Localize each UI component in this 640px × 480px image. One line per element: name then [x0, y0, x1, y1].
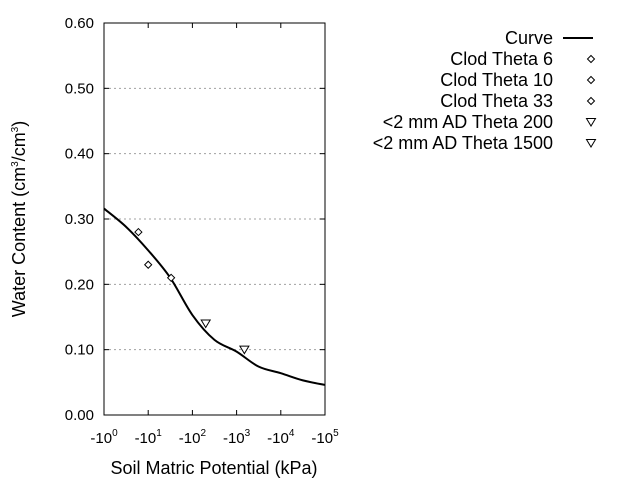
- series: [103, 207, 326, 386]
- x-tick-label: -104: [267, 428, 295, 447]
- legend-label: Curve: [505, 28, 553, 48]
- data-point: [143, 260, 153, 269]
- x-tick-label: -100: [90, 428, 118, 447]
- legend-marker: [585, 139, 597, 148]
- y-tick-label: 0.40: [65, 146, 94, 163]
- legend-marker: [586, 96, 596, 106]
- y-tick-label: 0.60: [65, 15, 94, 32]
- y-tick-label: 0.20: [65, 276, 94, 293]
- legend-label: <2 mm AD Theta 200: [383, 112, 553, 132]
- y-tick-label: 0.30: [65, 211, 94, 228]
- data-point: [200, 319, 212, 329]
- legend-marker: [586, 54, 596, 64]
- gridlines: [104, 87, 325, 351]
- x-axis: -100 -101 -102 -103 -104 -105: [90, 23, 339, 447]
- y-tick-label: 0.00: [65, 407, 94, 424]
- legend-marker: [585, 118, 597, 127]
- data-point: [238, 345, 250, 355]
- x-tick-label: -102: [179, 428, 207, 447]
- legend-label: <2 mm AD Theta 1500: [373, 133, 553, 153]
- legend-label: Clod Theta 6: [450, 49, 553, 69]
- x-tick-label: -105: [311, 428, 339, 447]
- data-point: [134, 227, 143, 237]
- x-tick-label: -103: [223, 428, 251, 447]
- legend-label: Clod Theta 10: [440, 70, 553, 90]
- x-axis-label: Soil Matric Potential (kPa): [110, 458, 317, 478]
- y-tick-label: 0.10: [65, 342, 94, 359]
- y-tick-label: 0.50: [65, 80, 94, 97]
- y-axis: 0.00 0.10 0.20 0.30 0.40 0.50 0.60: [65, 15, 325, 424]
- data-point: [166, 273, 176, 283]
- legend-marker: [586, 75, 596, 85]
- y-axis-label: Water Content (cm3/cm3): [9, 121, 29, 318]
- curve-line: [103, 207, 326, 386]
- x-tick-label: -101: [135, 428, 163, 447]
- legend-label: Clod Theta 33: [440, 91, 553, 111]
